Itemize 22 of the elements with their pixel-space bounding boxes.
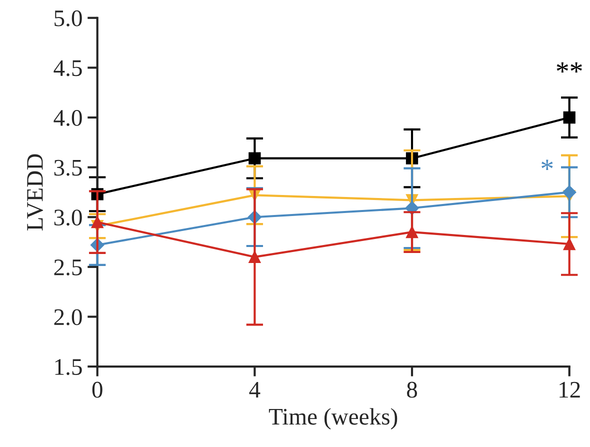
y-tick-label: 4.0 [54, 110, 82, 126]
y-tick-label: 3.5 [54, 160, 82, 176]
x-tick-label: 12 [560, 382, 580, 398]
x-tick-label: 0 [92, 382, 102, 398]
annotation: ** [556, 62, 582, 73]
point [91, 216, 104, 228]
point [563, 238, 576, 250]
y-tick-label: 2.5 [54, 259, 82, 276]
y-tick-label: 3.0 [54, 210, 82, 226]
x-tick-label: 8 [407, 382, 418, 398]
point [248, 250, 261, 264]
y-tick-label: 5.0 [54, 10, 82, 26]
x-tick-label: 4 [249, 382, 260, 398]
y-tick-label: 2.0 [54, 309, 82, 326]
point [248, 152, 261, 164]
y-tick-label: 1.5 [55, 359, 82, 376]
x-axis-title: Time (weeks) [268, 408, 398, 430]
annotation: * [542, 160, 553, 170]
point [562, 185, 576, 200]
point [563, 111, 576, 124]
y-axis-title: LVEDD [27, 154, 44, 230]
y-tick-label: 4.5 [54, 60, 82, 76]
